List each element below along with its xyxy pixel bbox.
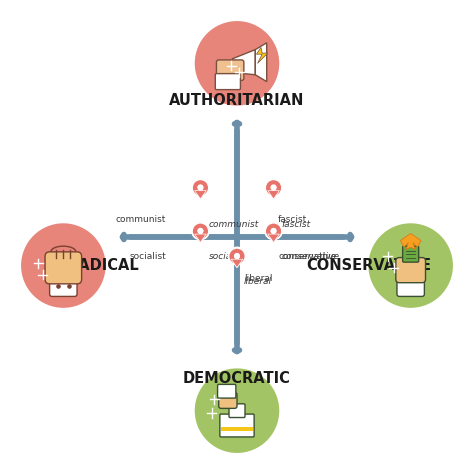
Circle shape [192, 180, 209, 196]
Text: conservative: conservative [282, 252, 339, 261]
Text: fascist: fascist [282, 220, 310, 229]
Polygon shape [231, 259, 243, 267]
Circle shape [21, 223, 106, 308]
FancyBboxPatch shape [220, 414, 254, 437]
Polygon shape [194, 191, 207, 199]
Polygon shape [232, 50, 255, 75]
Circle shape [198, 228, 203, 234]
FancyBboxPatch shape [218, 384, 236, 398]
Circle shape [271, 228, 277, 234]
Circle shape [195, 21, 279, 106]
FancyBboxPatch shape [403, 246, 419, 262]
Circle shape [197, 184, 203, 191]
Circle shape [234, 254, 240, 259]
Text: conservative: conservative [278, 252, 337, 261]
FancyBboxPatch shape [215, 73, 240, 90]
Circle shape [192, 223, 209, 239]
Polygon shape [195, 191, 206, 199]
FancyBboxPatch shape [221, 427, 253, 431]
FancyBboxPatch shape [397, 276, 424, 296]
Polygon shape [194, 234, 207, 243]
Polygon shape [195, 234, 206, 242]
Circle shape [191, 222, 209, 239]
Text: AUTHORITARIAN: AUTHORITARIAN [169, 93, 305, 108]
Text: communist: communist [116, 215, 166, 224]
Circle shape [229, 248, 245, 264]
Text: DEMOCRATIC: DEMOCRATIC [183, 371, 291, 386]
Circle shape [271, 184, 277, 191]
Polygon shape [268, 191, 279, 199]
Text: socialist: socialist [209, 252, 245, 261]
Circle shape [234, 253, 240, 259]
Polygon shape [267, 191, 280, 199]
Polygon shape [268, 234, 279, 242]
Circle shape [198, 185, 203, 191]
FancyBboxPatch shape [217, 60, 244, 81]
FancyBboxPatch shape [50, 276, 77, 296]
Circle shape [197, 228, 203, 234]
Circle shape [368, 223, 453, 308]
FancyBboxPatch shape [229, 404, 245, 418]
Circle shape [271, 228, 276, 234]
Circle shape [265, 222, 283, 239]
Circle shape [265, 180, 282, 196]
Text: RADICAL: RADICAL [67, 258, 139, 273]
Polygon shape [231, 259, 243, 268]
Circle shape [191, 179, 209, 196]
Text: fascist: fascist [278, 215, 307, 224]
Circle shape [228, 247, 246, 264]
Text: liberal: liberal [244, 277, 272, 286]
Circle shape [265, 179, 283, 196]
FancyBboxPatch shape [396, 257, 426, 283]
Text: liberal: liberal [244, 273, 273, 283]
Text: CONSERVATIVE: CONSERVATIVE [306, 258, 431, 273]
Polygon shape [256, 47, 268, 64]
FancyBboxPatch shape [45, 252, 82, 284]
Text: socialist: socialist [129, 252, 166, 261]
Circle shape [271, 185, 276, 191]
Circle shape [265, 223, 282, 239]
FancyBboxPatch shape [219, 392, 237, 409]
Polygon shape [267, 234, 280, 243]
Polygon shape [255, 43, 267, 82]
Circle shape [195, 368, 279, 453]
Polygon shape [401, 234, 421, 250]
Text: communist: communist [209, 220, 259, 229]
